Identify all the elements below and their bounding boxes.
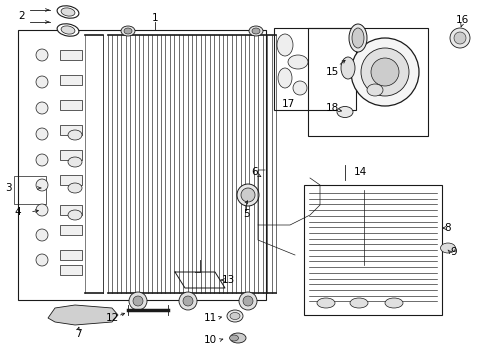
Ellipse shape xyxy=(68,157,82,167)
Circle shape xyxy=(183,296,193,306)
Ellipse shape xyxy=(251,28,260,34)
Bar xyxy=(18,30,265,300)
Ellipse shape xyxy=(316,298,334,308)
Text: 11: 11 xyxy=(203,313,216,323)
Bar xyxy=(14,176,46,204)
Circle shape xyxy=(36,154,48,166)
Ellipse shape xyxy=(248,26,263,36)
Circle shape xyxy=(237,184,259,206)
Bar xyxy=(60,100,82,110)
Bar xyxy=(60,150,82,160)
Ellipse shape xyxy=(61,8,75,16)
Circle shape xyxy=(449,28,469,48)
Ellipse shape xyxy=(340,57,354,79)
Text: 5: 5 xyxy=(242,209,249,219)
Text: 3: 3 xyxy=(5,183,11,193)
Circle shape xyxy=(36,49,48,61)
Text: 13: 13 xyxy=(221,275,234,285)
Text: 16: 16 xyxy=(454,15,468,25)
Circle shape xyxy=(370,58,398,86)
Ellipse shape xyxy=(68,130,82,140)
Bar xyxy=(60,175,82,185)
Bar xyxy=(60,75,82,85)
Bar xyxy=(307,28,427,136)
Text: 14: 14 xyxy=(353,167,366,177)
Ellipse shape xyxy=(348,24,366,52)
Bar xyxy=(60,125,82,135)
Circle shape xyxy=(350,38,418,106)
Text: 6: 6 xyxy=(251,167,258,177)
Circle shape xyxy=(133,296,142,306)
Bar xyxy=(304,185,441,315)
Text: 15: 15 xyxy=(325,67,338,77)
Circle shape xyxy=(239,292,257,310)
Text: 12: 12 xyxy=(105,313,119,323)
Text: 7: 7 xyxy=(75,329,81,339)
Circle shape xyxy=(360,48,408,96)
Text: 1: 1 xyxy=(151,13,158,23)
Ellipse shape xyxy=(229,335,238,341)
Ellipse shape xyxy=(68,210,82,220)
Ellipse shape xyxy=(68,183,82,193)
Circle shape xyxy=(241,188,254,202)
Text: 17: 17 xyxy=(281,99,294,109)
Ellipse shape xyxy=(349,298,367,308)
Ellipse shape xyxy=(229,312,240,320)
Ellipse shape xyxy=(292,81,306,95)
Text: 2: 2 xyxy=(19,11,25,21)
Circle shape xyxy=(243,296,252,306)
Text: 4: 4 xyxy=(15,207,21,217)
Ellipse shape xyxy=(440,243,454,253)
Circle shape xyxy=(36,128,48,140)
Ellipse shape xyxy=(351,28,363,48)
Circle shape xyxy=(36,179,48,191)
Ellipse shape xyxy=(278,68,291,88)
Polygon shape xyxy=(48,305,118,325)
Bar xyxy=(60,205,82,215)
Circle shape xyxy=(36,76,48,88)
Circle shape xyxy=(36,229,48,241)
Circle shape xyxy=(179,292,197,310)
Circle shape xyxy=(129,292,147,310)
Ellipse shape xyxy=(229,333,245,343)
Circle shape xyxy=(453,32,465,44)
Ellipse shape xyxy=(366,84,382,96)
Text: 10: 10 xyxy=(203,335,216,345)
Bar xyxy=(60,250,82,260)
Bar xyxy=(60,265,82,275)
Bar xyxy=(60,225,82,235)
Ellipse shape xyxy=(226,310,243,322)
Ellipse shape xyxy=(384,298,402,308)
Ellipse shape xyxy=(287,55,307,69)
Ellipse shape xyxy=(57,24,79,36)
Ellipse shape xyxy=(61,26,75,34)
Circle shape xyxy=(36,204,48,216)
Text: 8: 8 xyxy=(444,223,450,233)
Circle shape xyxy=(36,254,48,266)
Circle shape xyxy=(36,102,48,114)
Bar xyxy=(60,50,82,60)
Bar xyxy=(273,28,355,110)
Text: 18: 18 xyxy=(325,103,338,113)
Text: 9: 9 xyxy=(450,247,456,257)
Ellipse shape xyxy=(121,26,135,36)
Ellipse shape xyxy=(57,6,79,18)
Ellipse shape xyxy=(336,107,352,117)
Ellipse shape xyxy=(276,34,292,56)
Ellipse shape xyxy=(124,28,132,34)
